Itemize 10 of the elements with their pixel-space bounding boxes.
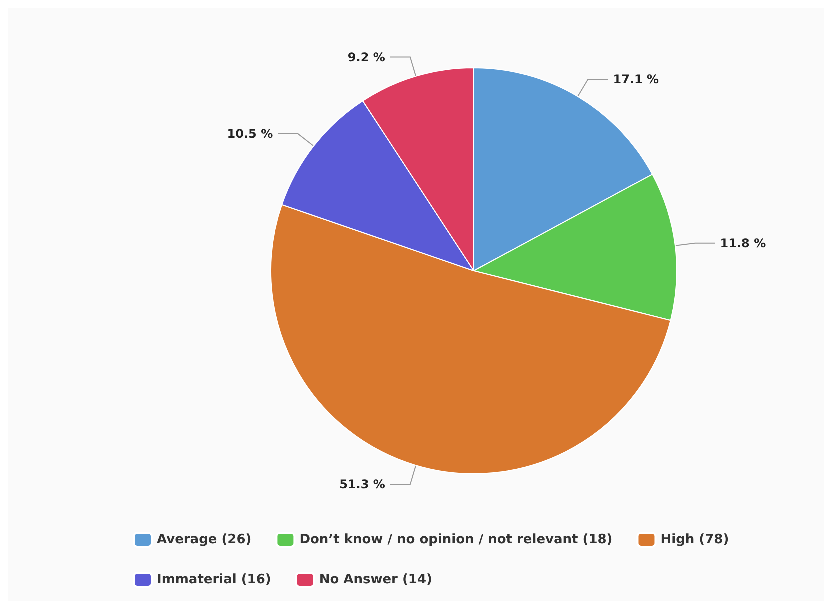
legend-label: Average (26)	[157, 532, 252, 548]
legend-label: High (78)	[660, 532, 730, 548]
data-label: 17.1 %	[613, 72, 660, 86]
data-label: 51.3 %	[340, 478, 386, 492]
legend-label: Don’t know / no opinion / not relevant (18)	[300, 532, 613, 548]
data-label: 11.8 %	[720, 236, 766, 250]
legend-label: Immaterial (16)	[157, 572, 272, 588]
data-label: 10.5 %	[227, 126, 274, 141]
data-label: 9.2 %	[348, 50, 386, 64]
legend-label: No Answer (14)	[319, 572, 432, 588]
